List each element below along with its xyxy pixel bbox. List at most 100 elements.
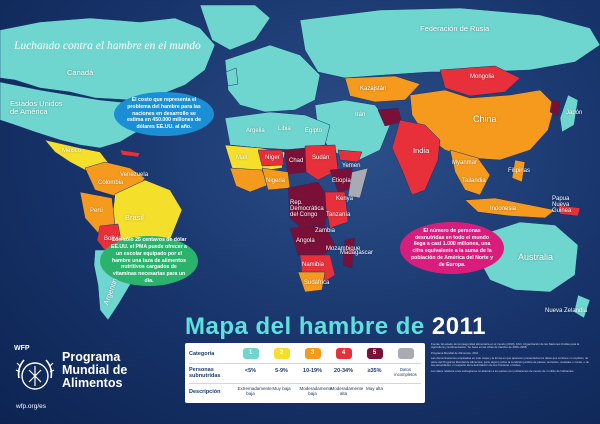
label-kazakhstan: Kazajstán	[360, 86, 387, 92]
legend-swatch: 3	[304, 347, 321, 359]
legend-descriptions: Extremadamente baja Muy baja Moderadamente…	[235, 386, 421, 397]
legend-description	[393, 387, 419, 397]
legend-head-description: Descripción	[189, 388, 221, 395]
label-venezuela: Venezuela	[120, 172, 149, 178]
legend-percentage: ≥35%	[367, 368, 382, 375]
country-yemen	[337, 149, 363, 163]
legend-swatch: 2	[273, 347, 290, 359]
label-brasil: Brasil	[125, 213, 144, 222]
legend-percentage: 20-34%	[334, 368, 353, 375]
wfp-branding: WFP Programa Mundial de Alimentos wfp.or…	[12, 345, 162, 420]
tagline: Luchando contra el hambre en el mundo	[14, 40, 201, 52]
label-usa: Estados Unidos de América	[10, 99, 63, 116]
label-russia: Federación de Rusia	[420, 24, 490, 33]
legend-swatch-cell: 3	[300, 347, 326, 361]
country-australia	[477, 221, 579, 293]
label-canada: Canadá	[67, 68, 94, 77]
map-title: Mapa del hambre de 2011	[185, 313, 486, 341]
legend-swatch-cell: 4	[331, 347, 357, 361]
legend-head-undernourished: Personas subnutridas	[189, 366, 221, 379]
fact-bubble-school-meal-text: Con sólo 25 centavos de dólar EE.UU. el …	[111, 237, 187, 284]
country-indonesia	[464, 197, 556, 219]
country-india	[391, 119, 441, 196]
country-greenland	[199, 4, 271, 51]
wfp-name-line1: Programa	[62, 350, 121, 364]
label-sudafrica: Sudáfrica	[304, 280, 330, 286]
fact-bubble-school-meal: Con sólo 25 centavos de dólar EE.UU. el …	[100, 236, 198, 286]
source-note: Las denominaciones empleadas en este map…	[431, 356, 589, 368]
fact-bubble-undernourished: El número de personas desnutridas en tod…	[400, 222, 504, 274]
country-philippines	[511, 159, 526, 183]
label-peru: Perú	[90, 208, 103, 214]
label-kenya: Kenya	[336, 196, 354, 202]
label-indonesia: Indonesia	[490, 206, 517, 212]
label-mozambique: Mozambique	[326, 246, 361, 252]
wfp-name-line2: Mundial de	[62, 363, 128, 378]
label-sudan: Sudán	[312, 155, 330, 161]
source-note: Fuente: El estado de la inseguridad alim…	[431, 343, 580, 350]
country-usa	[0, 81, 151, 149]
label-india: India	[413, 146, 430, 155]
legend-description: Extremadamente baja	[237, 386, 272, 396]
legend-swatch-cell: 2	[269, 347, 295, 361]
label-thailand: Tailandia	[462, 178, 486, 184]
label-chad: Chad	[289, 158, 304, 164]
country-west-africa-coast	[229, 167, 269, 193]
label-iran: Irán	[355, 112, 366, 118]
legend-description: Muy alta	[365, 386, 383, 392]
label-drc: Rep. Democrática del Congo	[290, 200, 324, 218]
country-kazakhstan	[344, 75, 421, 103]
fact-bubble-cost-text: El costo que representa el problema del …	[126, 97, 202, 131]
label-nz: Nueva Zelandia	[545, 308, 588, 314]
country-japan	[559, 94, 579, 133]
legend-table: Categoría 1 2 3 4 5 Personas subnutridas <5%…	[185, 343, 425, 403]
source-notes: Fuente: El estado de la inseguridad alim…	[431, 343, 591, 413]
label-philippines: Filipinas	[508, 168, 531, 174]
label-myanmar: Myanmar	[452, 160, 478, 166]
legend-swatch: 5	[366, 347, 383, 359]
legend-description: Moderadamente alta	[330, 386, 364, 396]
legend-swatch-cell: 5	[362, 347, 388, 361]
country-drc	[287, 181, 331, 233]
source-note: Los datos relativos a las subregiones no…	[431, 368, 575, 373]
label-yemen: Yemen	[342, 163, 361, 169]
label-algeria: Argelia	[246, 128, 265, 134]
country-new-zealand	[573, 294, 591, 319]
country-caribbean	[119, 149, 141, 158]
country-madagascar	[342, 237, 356, 269]
country-se-asia	[449, 149, 491, 196]
country-angola-zambia	[289, 225, 336, 259]
legend-swatch: 1	[242, 347, 259, 359]
country-north-africa	[224, 111, 331, 151]
label-australia: Australia	[518, 252, 554, 262]
country-png	[557, 204, 581, 217]
country-korea	[549, 99, 561, 117]
map-title-year: 2011	[431, 313, 486, 340]
legend-percentages: <5% 5-9% 10-19% 20-34% ≥35% Datos incompletos	[235, 368, 421, 377]
label-libya: Libia	[278, 126, 291, 132]
label-niger: Níger	[265, 155, 280, 161]
country-niger	[257, 149, 285, 167]
legend-swatch: 4	[335, 347, 352, 359]
legend-description: Muy baja	[272, 386, 291, 392]
label-colombia: Colombia	[98, 180, 124, 186]
country-mongolia	[439, 65, 521, 97]
label-namibia: Namibia	[302, 262, 325, 268]
label-egypt: Egipto	[305, 128, 323, 134]
legend-swatch-cell	[393, 347, 419, 361]
wfp-url[interactable]: wfp.org/es	[16, 403, 46, 410]
legend-head-category: Categoría	[189, 350, 215, 357]
legend-percentage: 5-9%	[275, 368, 288, 375]
legend-swatch	[397, 347, 414, 359]
label-mongolia: Mongolia	[470, 74, 495, 80]
source-note: Programa Mundial de Alimentos, 2011	[431, 350, 479, 355]
legend-percentage: 10-19%	[303, 368, 322, 375]
label-nigeria: Nigeria	[266, 178, 286, 184]
wfp-abbreviation: WFP	[14, 345, 30, 352]
label-ethiopia: Etiopía	[332, 178, 351, 184]
legend-percentage: Datos incompletos	[394, 367, 417, 377]
wfp-full-name: Programa Mundial de Alimentos	[62, 350, 128, 390]
label-png: Papua Nueva Guinea	[552, 196, 572, 214]
